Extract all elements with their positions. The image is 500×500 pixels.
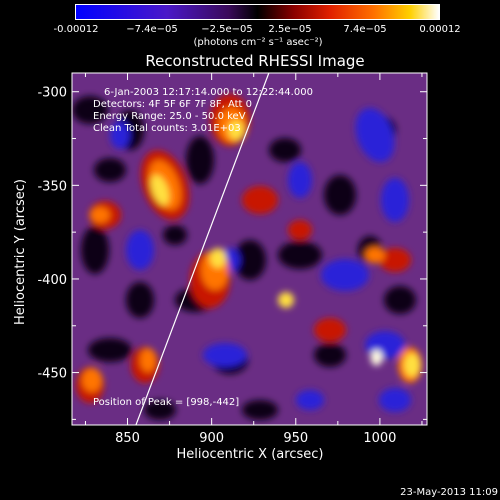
intensity-blob	[126, 230, 154, 270]
intensity-blob	[404, 353, 420, 377]
chart-title: Reconstructed RHESSI Image	[145, 52, 365, 70]
intensity-blob	[126, 282, 154, 318]
axis-ticks	[72, 73, 427, 425]
intensity-blob	[82, 368, 102, 392]
intensity-blob	[324, 175, 356, 215]
intensity-blob	[72, 96, 108, 124]
intensity-blob	[150, 174, 170, 206]
intensity-blob	[314, 343, 346, 367]
intensity-blob	[269, 138, 301, 162]
intensity-blob	[314, 318, 346, 342]
x-tick-label: 850	[115, 431, 140, 446]
annotation-peak-position: Position of Peak = [998,-442]	[93, 397, 240, 408]
annotation-detectors: Detectors: 4F 5F 6F 7F 8F, Att 0	[93, 99, 253, 110]
solar-limb-line	[135, 73, 270, 425]
annotation-clean: Clean Total counts: 3.01E+03	[93, 123, 241, 134]
y-tick-label: -350	[37, 179, 67, 194]
intensity-blob	[228, 120, 244, 140]
intensity-blob	[144, 400, 176, 420]
colorbar-units: (photons cm⁻² s⁻¹ asec⁻²)	[193, 37, 323, 48]
intensity-blob	[288, 162, 312, 198]
plot-frame	[71, 72, 428, 426]
x-tick-label: 900	[199, 431, 224, 446]
intensity-blob	[81, 226, 109, 274]
x-tick-label: 950	[283, 431, 308, 446]
colorbar-tick-label: -0.00012	[53, 24, 99, 35]
footer-date: 23-May-2013 11:09	[400, 487, 498, 498]
colorbar-tick-label: 2.5e−05	[268, 24, 312, 35]
intensity-blob	[140, 348, 156, 372]
intensity-blob	[381, 178, 409, 222]
intensity-blob	[242, 186, 278, 214]
intensity-blob	[321, 259, 369, 291]
intensity-blob	[365, 247, 385, 263]
intensity-blob	[379, 248, 411, 272]
intensity-blob	[242, 400, 278, 420]
colorbar-tick-label: 0.00012	[419, 24, 461, 35]
x-axis-label: Heliocentric X (arcsec)	[177, 447, 324, 462]
intensity-blob	[288, 220, 312, 240]
y-tick-label: -400	[37, 273, 67, 288]
intensity-blob	[90, 207, 110, 223]
y-axis-label: Heliocentric Y (arcsec)	[13, 179, 28, 325]
intensity-blob	[110, 121, 130, 149]
intensity-blob	[355, 107, 395, 163]
annotation-time-range: 6-Jan-2003 12:17:14.000 to 12:22:44.000	[104, 87, 313, 98]
intensity-blob	[234, 240, 266, 280]
intensity-blob	[296, 390, 324, 410]
y-tick-label: -300	[37, 86, 67, 101]
intensity-blob	[278, 292, 294, 308]
colorbar-tick-label: −2.5e−05	[201, 24, 253, 35]
intensity-blob	[210, 248, 226, 268]
y-tick-label: -450	[37, 367, 67, 382]
intensity-blob	[94, 158, 126, 182]
colorbar-tick-label: 7.4e−05	[343, 24, 387, 35]
intensity-blob	[163, 225, 187, 245]
colorbar-tick-label: −7.4e−05	[126, 24, 178, 35]
intensity-blob	[384, 286, 416, 314]
intensity-blob	[88, 338, 132, 362]
x-tick-label: 1000	[363, 431, 396, 446]
intensity-blob	[186, 136, 214, 184]
intensity-map	[72, 94, 422, 420]
colorbar	[75, 4, 440, 20]
intensity-blob	[370, 349, 383, 366]
intensity-blob	[278, 241, 322, 269]
annotation-energy-range: Energy Range: 25.0 - 50.0 keV	[93, 111, 246, 122]
intensity-blob	[379, 388, 411, 412]
intensity-blob	[203, 343, 247, 367]
